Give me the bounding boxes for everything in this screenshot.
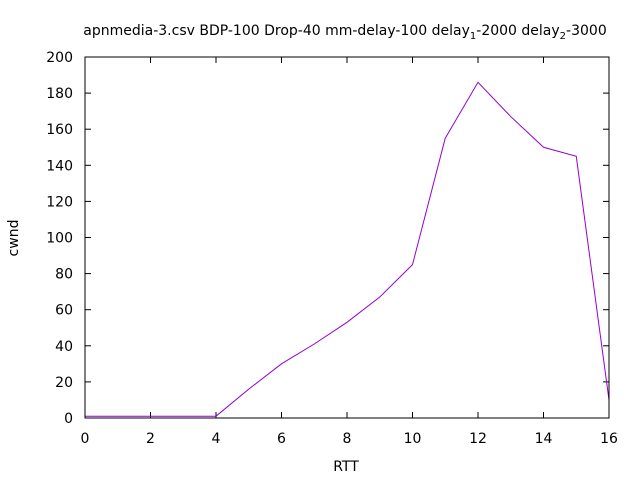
y-tick-label: 0 xyxy=(64,411,73,427)
y-tick-label: 180 xyxy=(46,86,73,102)
chart-title-prefix: apnmedia-3.csv BDP-100 Drop-40 mm-delay-… xyxy=(83,23,470,39)
x-tick-label: 10 xyxy=(404,431,422,447)
x-tick-label: 6 xyxy=(277,431,286,447)
chart-title-suffix: -3000 xyxy=(566,23,607,39)
plot-frame xyxy=(84,56,610,419)
x-tick-label: 0 xyxy=(81,431,90,447)
x-tick-label: 16 xyxy=(600,431,618,447)
chart-title-sub2: 2 xyxy=(560,31,566,42)
x-tick-label: 12 xyxy=(469,431,487,447)
series-line-0 xyxy=(85,81,610,417)
y-tick-label: 100 xyxy=(46,231,73,247)
y-axis-ticks: 0 20 40 60 80 100 120 140 160 180 200 xyxy=(46,50,609,427)
y-tick-label: 80 xyxy=(55,267,73,283)
chart-title-mid: -2000 delay xyxy=(476,23,559,39)
x-tick-label: 4 xyxy=(212,431,221,447)
chart-title: apnmedia-3.csv BDP-100 Drop-40 mm-delay-… xyxy=(83,23,606,42)
y-tick-label: 40 xyxy=(55,339,73,355)
chart-title-sub1: 1 xyxy=(470,31,476,42)
x-tick-label: 14 xyxy=(535,431,553,447)
y-tick-label: 20 xyxy=(55,375,73,391)
y-tick-label: 160 xyxy=(46,122,73,138)
x-tick-label: 2 xyxy=(146,431,155,447)
y-tick-label: 60 xyxy=(55,303,73,319)
x-axis-ticks: 0 2 4 6 8 10 12 14 16 xyxy=(81,57,618,447)
x-axis-label: RTT xyxy=(333,459,359,475)
series-layer xyxy=(85,81,610,417)
y-tick-label: 140 xyxy=(46,158,73,174)
x-tick-label: 8 xyxy=(343,431,352,447)
y-tick-label: 120 xyxy=(46,194,73,210)
y-tick-label: 200 xyxy=(46,50,73,66)
y-axis-label: cwnd xyxy=(6,220,22,257)
